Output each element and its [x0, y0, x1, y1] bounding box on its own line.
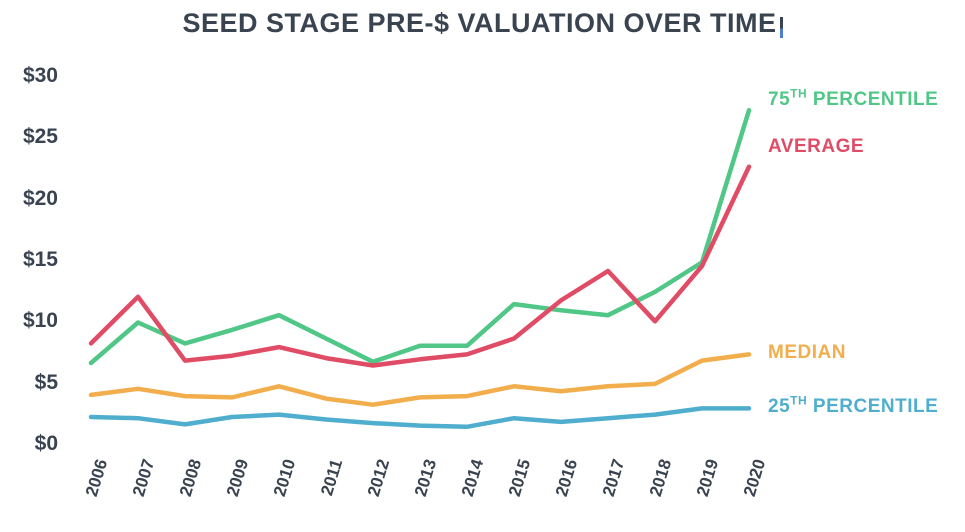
y-axis-label: $30: [22, 63, 58, 87]
series-line-25th-percentile: [88, 406, 752, 430]
y-axis-label: $0: [34, 432, 58, 455]
text-cursor-icon: [779, 17, 783, 38]
legend-item-average: AVERAGE: [768, 136, 865, 157]
series-line-75th-percentile: [88, 108, 752, 366]
legend-item-75-percentile: 75TH PERCENTILE: [768, 86, 939, 110]
chart-title-text: SEED STAGE PRE-$ VALUATION OVER TIME: [182, 8, 777, 38]
y-axis-label: $20: [22, 186, 58, 210]
series-line-median: [88, 352, 752, 407]
y-axis-label: $25: [22, 125, 58, 149]
y-axis-label: $10: [22, 309, 58, 333]
y-axis-label: $5: [34, 370, 58, 394]
chart-title[interactable]: SEED STAGE PRE-$ VALUATION OVER TIME: [0, 8, 965, 39]
legend-item-25-percentile: 25TH PERCENTILE: [768, 393, 939, 417]
y-axis-label: $15: [22, 247, 58, 271]
legend-item-median: MEDIAN: [768, 342, 846, 363]
series-line-average: [88, 164, 752, 368]
